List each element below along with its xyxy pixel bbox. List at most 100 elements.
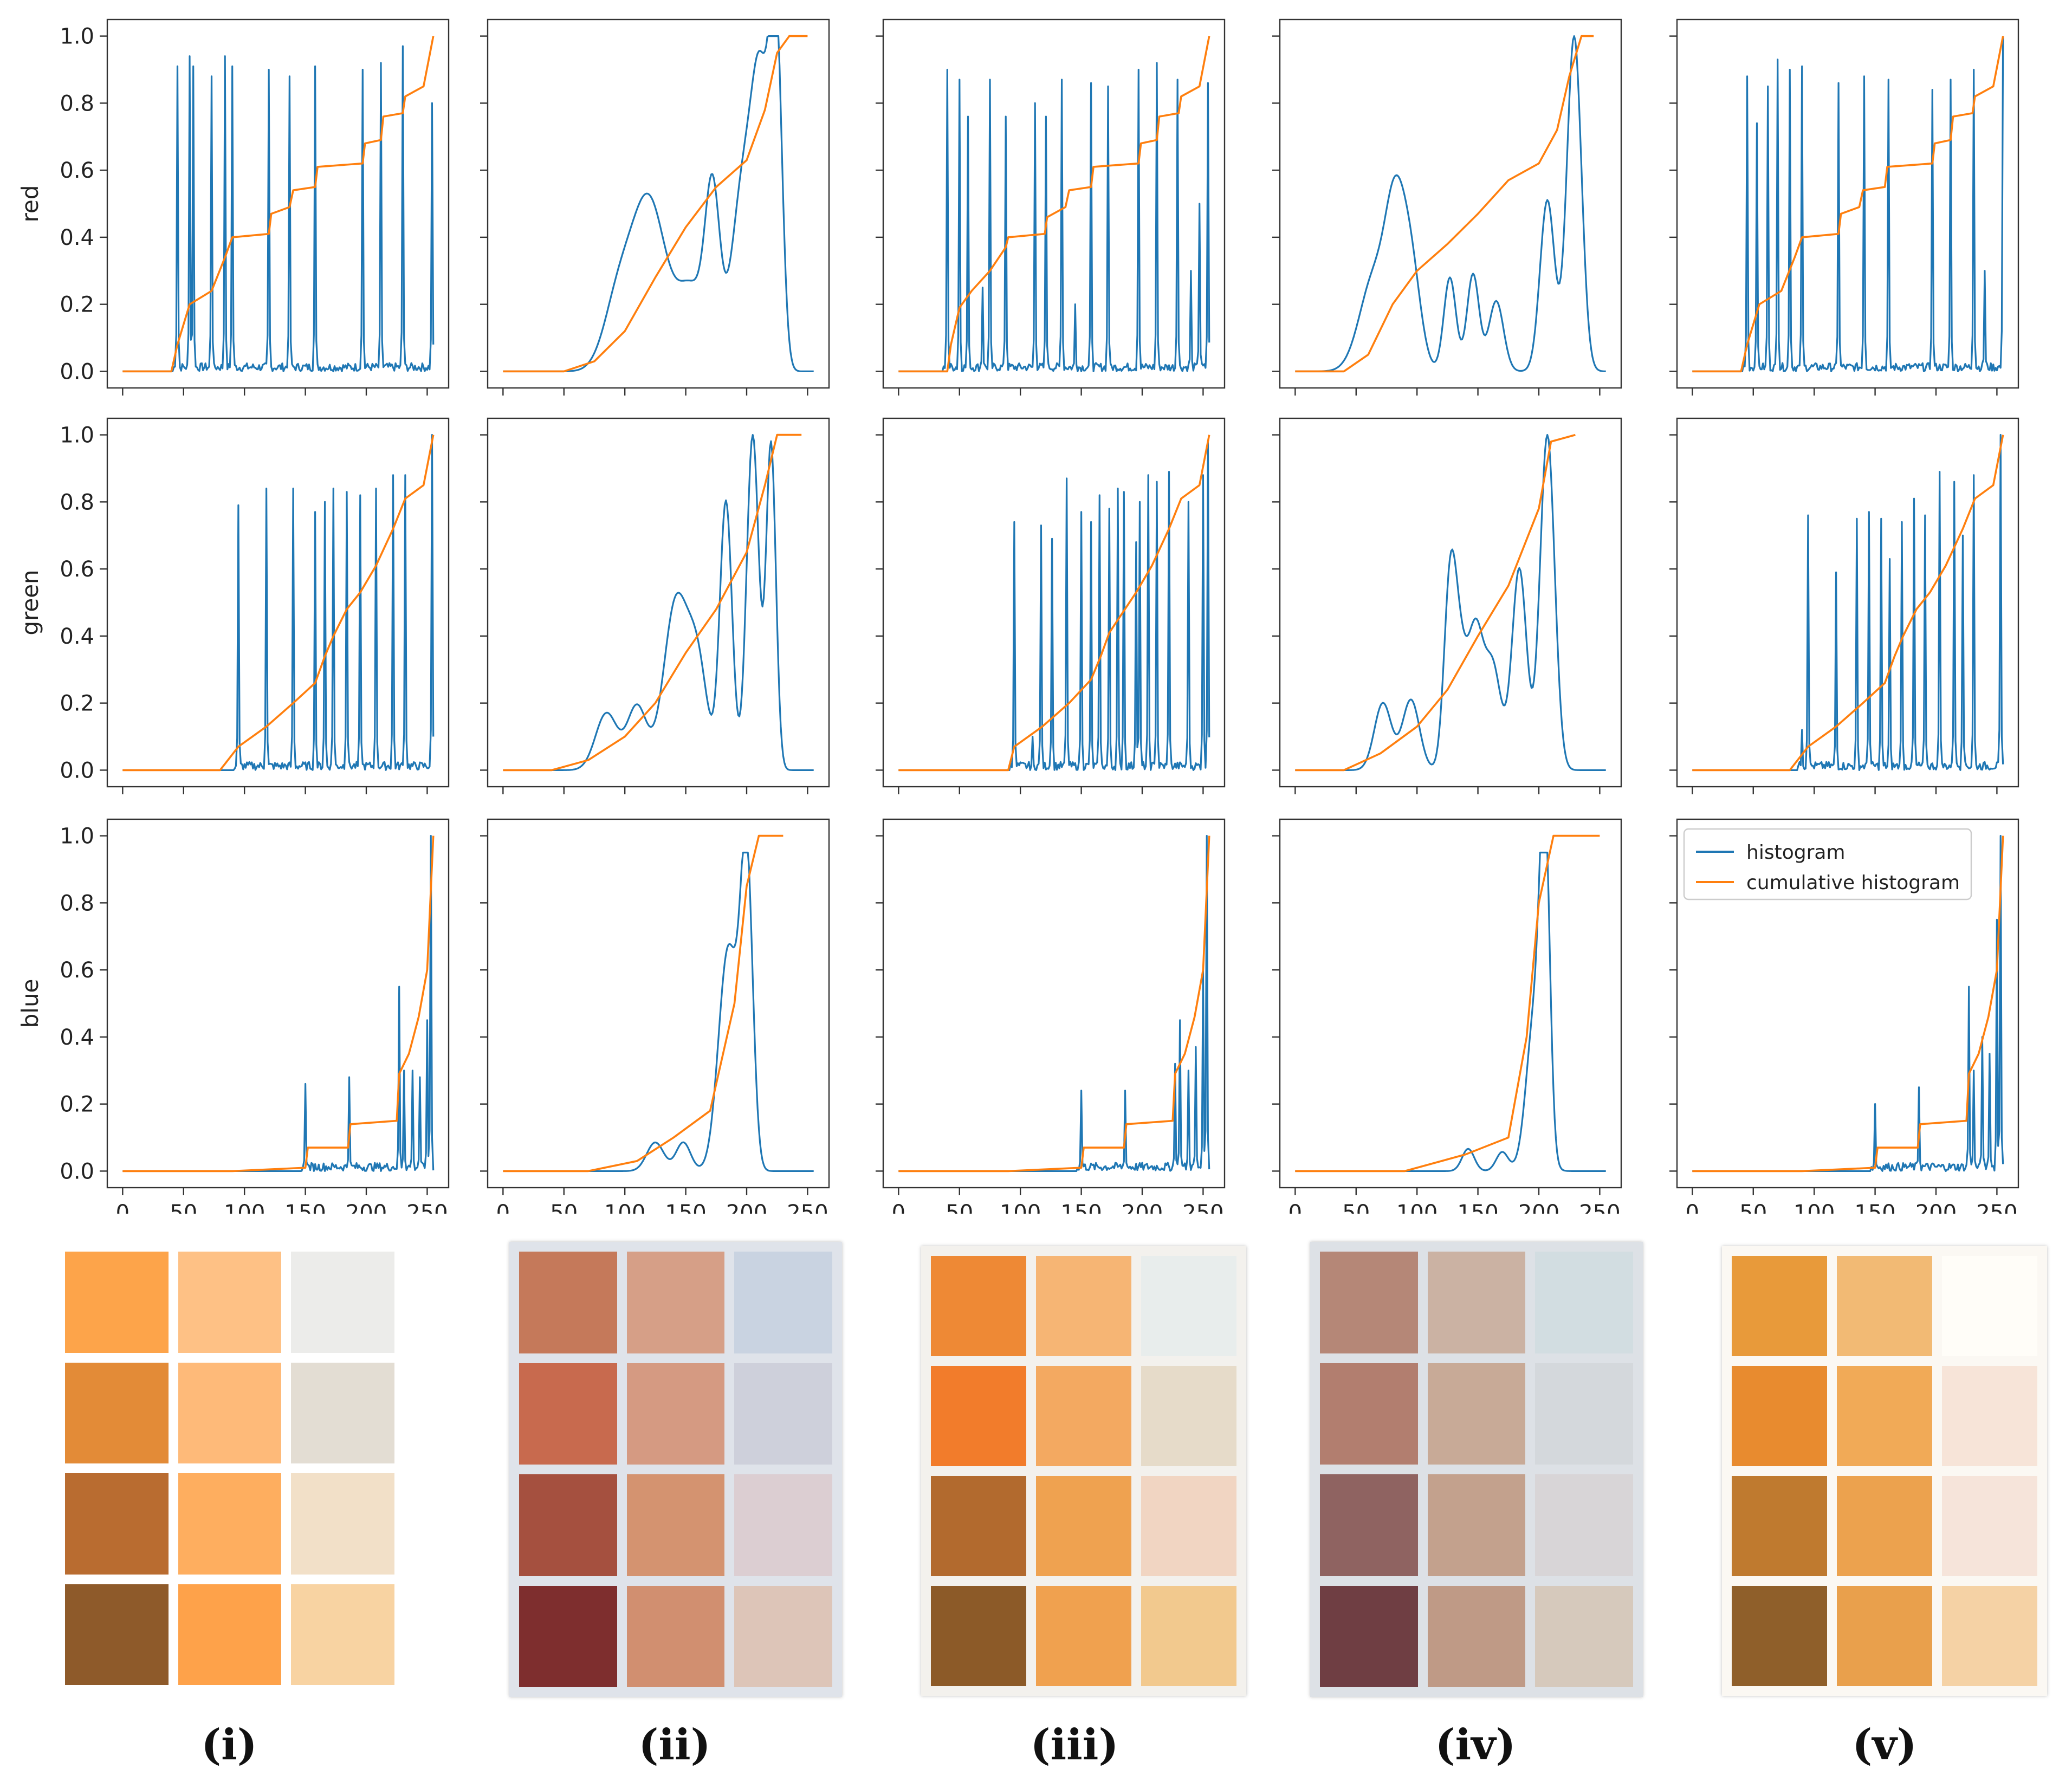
subplot-blue-2: 0 50 100 150 200 250 — [480, 818, 830, 1214]
cumulative-histogram-line — [1295, 35, 1594, 373]
x-tick-label: 150 — [1854, 1201, 1895, 1214]
subplot-green-5 — [1669, 417, 2019, 794]
color-swatch — [1837, 1366, 1932, 1466]
cumulative-histogram-line — [122, 835, 435, 1172]
swatch-panel-v — [1722, 1246, 2047, 1696]
histogram-line — [503, 851, 814, 1172]
color-swatch — [1535, 1585, 1633, 1687]
color-swatch — [519, 1363, 617, 1465]
x-tick-label: 50 — [170, 1201, 197, 1214]
plot-frame — [487, 818, 830, 1189]
x-tick-label: 200 — [726, 1201, 767, 1214]
x-tick-label: 150 — [1457, 1201, 1498, 1214]
plot-frame — [106, 417, 450, 788]
color-swatch — [1837, 1256, 1932, 1356]
color-swatch — [734, 1585, 832, 1687]
color-swatch — [65, 1473, 169, 1575]
histogram-line — [1295, 851, 1606, 1172]
y-tick-label: 1.0 — [60, 824, 94, 849]
color-swatch — [1732, 1366, 1827, 1466]
histogram-line — [503, 35, 814, 372]
color-swatch — [931, 1256, 1026, 1356]
subplot-green-2 — [480, 417, 830, 794]
row-label-red: red — [17, 185, 43, 223]
panel-label-iii: (iii) — [1030, 1720, 1119, 1770]
color-swatch — [1535, 1252, 1633, 1353]
color-swatch — [1732, 1586, 1827, 1686]
legend: histogram cumulative histogram — [1683, 828, 1972, 901]
y-tick-label: 0.6 — [60, 158, 94, 183]
color-swatch — [1942, 1366, 2037, 1466]
y-tick-label: 0.6 — [60, 958, 94, 983]
histogram-line — [898, 62, 1210, 372]
cumulative-histogram-line — [122, 36, 435, 373]
x-tick-label: 200 — [346, 1201, 387, 1214]
color-swatch — [1036, 1586, 1131, 1686]
swatch-panel-ii — [509, 1242, 842, 1697]
color-swatch — [1427, 1363, 1526, 1465]
color-swatch — [1427, 1474, 1526, 1576]
x-tick-label: 50 — [1739, 1201, 1767, 1214]
color-swatch — [178, 1362, 282, 1463]
subplot-red-4 — [1272, 18, 1622, 396]
plot-frame — [882, 417, 1226, 788]
legend-cumulative-label: cumulative histogram — [1746, 872, 1960, 894]
color-swatch — [1427, 1585, 1526, 1687]
subplot-green-3 — [876, 417, 1226, 794]
x-tick-label: 100 — [1000, 1201, 1041, 1214]
cumulative-histogram-line — [122, 435, 435, 772]
histogram-line — [1295, 434, 1606, 771]
cumulative-histogram-line — [1295, 834, 1600, 1172]
cumulative-histogram-line — [503, 433, 802, 772]
y-tick-label: 0.4 — [60, 624, 94, 649]
x-tick-label: 0 — [1686, 1201, 1699, 1214]
x-tick-label: 250 — [1182, 1201, 1223, 1214]
y-tick-label: 0.4 — [60, 1025, 94, 1050]
y-tick-label: 0.0 — [60, 758, 94, 783]
color-swatch — [734, 1252, 832, 1353]
color-swatch — [291, 1584, 394, 1685]
panel-label-iv: (iv) — [1435, 1720, 1516, 1770]
cumulative-histogram-line — [898, 835, 1210, 1172]
cumulative-histogram-line — [503, 35, 808, 373]
color-swatch — [1535, 1474, 1633, 1576]
plot-frame — [1279, 818, 1622, 1189]
histogram-grid: 0.0 0.2 0.4 0.6 0.8 1.0 red 0.0 0.2 0.4 0.6 0.8 1.0 g… — [17, 18, 2019, 1214]
swatch-panel-i — [65, 1252, 394, 1685]
y-tick-label: 0.6 — [60, 557, 94, 582]
x-tick-label: 150 — [1060, 1201, 1102, 1214]
panel-label-i: (i) — [201, 1720, 257, 1770]
y-tick-label: 0.2 — [60, 293, 94, 318]
color-swatch — [626, 1363, 725, 1465]
y-tick-label: 0.8 — [60, 91, 94, 116]
color-swatch — [1320, 1474, 1418, 1576]
color-swatch — [931, 1366, 1026, 1466]
x-tick-label: 50 — [946, 1201, 973, 1214]
plot-frame — [1676, 417, 2019, 788]
color-swatch — [1942, 1256, 2037, 1356]
y-tick-label: 1.0 — [60, 24, 94, 49]
plot-frame — [882, 818, 1226, 1189]
y-tick-label: 0.2 — [60, 1092, 94, 1117]
x-tick-label: 200 — [1518, 1201, 1559, 1214]
color-swatch — [1427, 1252, 1526, 1353]
subplot-green-4 — [1272, 417, 1622, 794]
x-tick-label: 200 — [1915, 1201, 1957, 1214]
row-label-blue: blue — [17, 979, 43, 1028]
plot-frame — [1676, 18, 2019, 389]
color-swatch — [1141, 1476, 1236, 1576]
x-tick-label: 250 — [787, 1201, 828, 1214]
color-swatch — [519, 1585, 617, 1687]
color-swatch — [1535, 1363, 1633, 1465]
histogram-line — [122, 434, 435, 771]
subplot-green-1: 0.0 0.2 0.4 0.6 0.8 1.0 — [60, 417, 450, 794]
y-tick-label: 1.0 — [60, 423, 94, 448]
plot-frame — [106, 818, 450, 1189]
subplot-red-1: 0.0 0.2 0.4 0.6 0.8 1.0 — [60, 18, 450, 396]
y-tick-label: 0.2 — [60, 691, 94, 716]
color-swatch — [291, 1252, 394, 1353]
color-swatch — [178, 1473, 282, 1575]
cumulative-histogram-line — [1692, 435, 2004, 772]
plot-frame — [1279, 417, 1622, 788]
cumulative-histogram-line — [1692, 835, 2004, 1172]
